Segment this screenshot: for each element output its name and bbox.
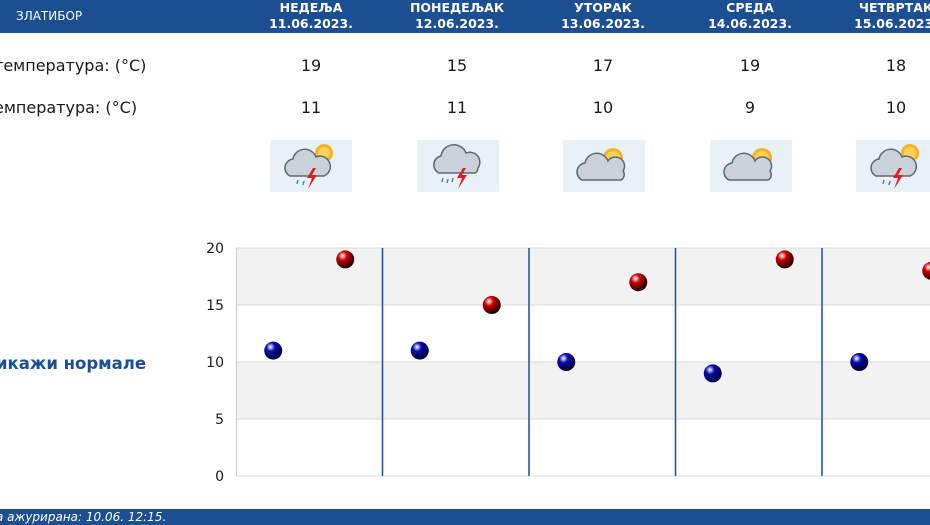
day-date: 12.06.2023.	[415, 16, 499, 31]
max-temp-day-3: 17	[592, 56, 614, 75]
day-date: 15.06.2023.	[854, 16, 930, 31]
y-tick-label: 5	[215, 412, 224, 428]
day-date: 11.06.2023.	[269, 16, 353, 31]
day-name: НЕДЕЉА	[279, 0, 343, 15]
min-temp-label: емпература: (°C)	[0, 98, 138, 117]
min-temp-day-2: 11	[446, 98, 468, 117]
day-header-3: УТОРАК 13.06.2023.	[528, 0, 678, 32]
min-temp-marker	[557, 353, 576, 371]
day-date: 14.06.2023.	[708, 16, 792, 31]
day-header-5: ЧЕТВРТАК 15.06.2023.	[821, 0, 930, 32]
day-name: СРЕДА	[726, 0, 774, 15]
min-temp-day-5: 10	[885, 98, 907, 117]
partly-cloudy-thunderstorm-icon	[270, 140, 352, 192]
max-temp-day-1: 19	[300, 56, 322, 75]
temperature-chart: 0 5 10 15 20	[206, 241, 930, 485]
max-temp-day-5: 18	[885, 56, 907, 75]
day-header-1: НЕДЕЉА 11.06.2023.	[236, 0, 386, 32]
max-temp-marker	[482, 296, 501, 314]
partly-cloudy-thunderstorm-icon	[856, 140, 930, 192]
min-temp-marker	[410, 341, 429, 360]
grid-band	[236, 362, 930, 419]
max-temp-label: температура: (°C)	[0, 56, 147, 75]
min-temp-day-3: 10	[592, 98, 614, 117]
min-temp-marker	[703, 364, 722, 383]
max-temp-marker	[629, 273, 648, 292]
min-temp-marker	[850, 353, 869, 371]
day-date: 13.06.2023.	[561, 16, 645, 31]
footer-bar: а ажурирана: 10.06. 12:15.	[0, 509, 930, 525]
max-temp-marker	[775, 250, 794, 269]
show-normals-toggle[interactable]: икажи нормале	[0, 354, 147, 373]
partly-cloudy-icon	[710, 140, 792, 192]
day-name: ЧЕТВРТАК	[858, 0, 930, 15]
min-temp-marker	[264, 341, 283, 360]
y-tick-label: 15	[206, 298, 224, 314]
day-header-4: СРЕДА 14.06.2023.	[675, 0, 825, 32]
day-name: ПОНЕДЕЉАК	[409, 0, 505, 15]
max-temp-day-4: 19	[739, 56, 761, 75]
day-name: УТОРАК	[574, 0, 632, 15]
max-temp-day-2: 15	[446, 56, 468, 75]
day-header-2: ПОНЕДЕЉАК 12.06.2023.	[382, 0, 532, 32]
last-updated: а ажурирана: 10.06. 12:15.	[0, 510, 167, 524]
y-tick-label: 10	[206, 355, 224, 371]
min-temp-day-4: 9	[744, 98, 756, 117]
y-tick-label: 20	[206, 241, 224, 257]
y-tick-label: 0	[215, 469, 224, 485]
partly-cloudy-icon	[563, 140, 645, 192]
min-temp-day-1: 11	[300, 98, 322, 117]
max-temp-marker	[922, 261, 930, 280]
forecast-header: ЗЛАТИБОР НЕДЕЉА 11.06.2023. ПОНЕДЕЉАК 12…	[0, 0, 930, 33]
station-name: ЗЛАТИБОР	[16, 9, 83, 23]
max-temp-marker	[336, 250, 355, 269]
cloudy-thunderstorm-icon	[417, 140, 499, 192]
